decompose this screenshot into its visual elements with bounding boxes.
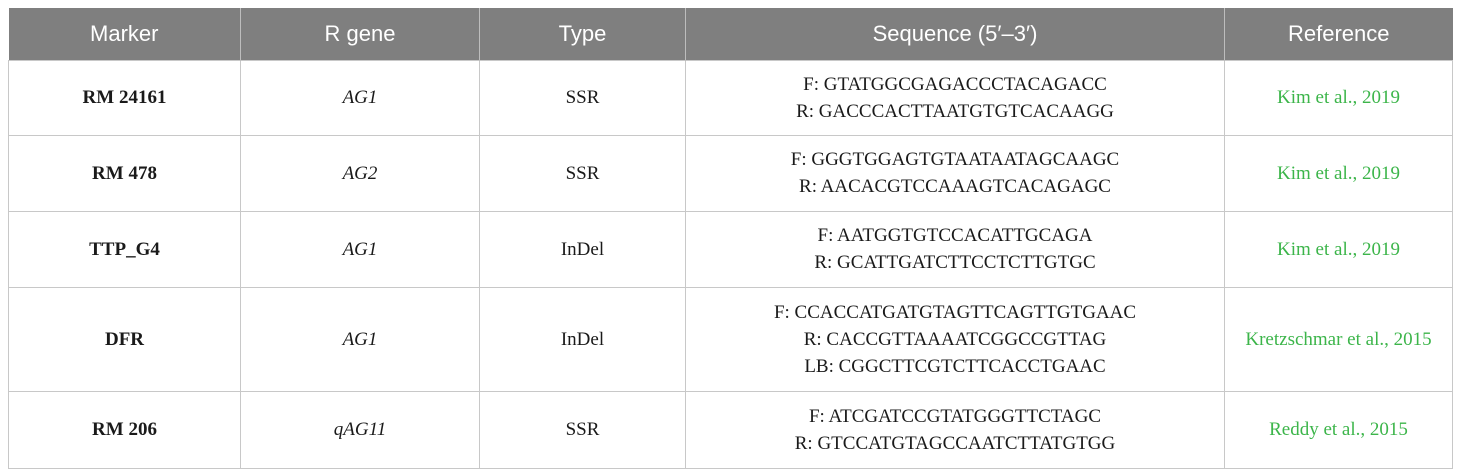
- sequence-reverse: R: GTCCATGTAGCCAATCTTATGTGG: [794, 432, 1116, 454]
- marker-table: Marker R gene Type Sequence (5′–3′) Refe…: [8, 8, 1453, 469]
- table-row: TTP_G4 AG1 InDel F: AATGGTGTCCACATTGCAGA…: [8, 210, 1453, 288]
- sequence-left-border: LB: CGGCTTCGTCTTCACCTGAAC: [804, 355, 1106, 377]
- sequence-forward: F: GGGTGGAGTGTAATAATAGCAAGC: [790, 149, 1120, 170]
- sequence-reverse: R: GCATTGATCTTCCTCTTGTGC: [814, 252, 1096, 273]
- column-header-sequence: Sequence (5′–3′): [685, 8, 1225, 60]
- r-gene-cell: AG2: [240, 134, 480, 212]
- table-row: RM 478 AG2 SSR F: GGGTGGAGTGTAATAATAGCAA…: [8, 134, 1453, 212]
- marker-table-container: Marker R gene Type Sequence (5′–3′) Refe…: [8, 8, 1453, 469]
- sequence-forward: F: ATCGATCCGTATGGGTTCTAGC: [808, 405, 1101, 427]
- reference-link[interactable]: Kim et al., 2019: [1224, 134, 1453, 212]
- sequence-reverse: R: AACACGTCCAAAGTCACAGAGC: [799, 176, 1111, 197]
- sequence-reverse: R: GACCCACTTAATGTGTCACAAGG: [796, 100, 1114, 122]
- marker-cell: DFR: [8, 286, 241, 392]
- table-row: RM 24161 AG1 SSR F: GTATGGCGAGACCCTACAGA…: [8, 59, 1453, 136]
- type-cell: SSR: [479, 59, 686, 136]
- r-gene-cell: qAG11: [240, 390, 480, 469]
- reference-link[interactable]: Reddy et al., 2015: [1224, 390, 1453, 469]
- type-cell: InDel: [479, 286, 686, 392]
- sequence-forward: F: GTATGGCGAGACCCTACAGACC: [803, 73, 1107, 95]
- sequence-forward: F: CCACCATGATGTAGTTCAGTTGTGAAC: [773, 301, 1137, 323]
- sequence-cell: F: GGGTGGAGTGTAATAATAGCAAGC R: AACACGTCC…: [685, 134, 1225, 212]
- sequence-cell: F: AATGGTGTCCACATTGCAGA R: GCATTGATCTTCC…: [685, 210, 1225, 288]
- marker-cell: RM 24161: [8, 59, 241, 136]
- reference-link[interactable]: Kim et al., 2019: [1224, 210, 1453, 288]
- sequence-forward: F: AATGGTGTCCACATTGCAGA: [817, 225, 1093, 246]
- marker-cell: RM 206: [8, 390, 241, 469]
- r-gene-cell: AG1: [240, 210, 480, 288]
- type-cell: InDel: [479, 210, 686, 288]
- type-cell: SSR: [479, 390, 686, 469]
- type-cell: SSR: [479, 134, 686, 212]
- header-row: Marker R gene Type Sequence (5′–3′) Refe…: [8, 8, 1453, 60]
- r-gene-cell: AG1: [240, 286, 480, 392]
- sequence-cell: F: ATCGATCCGTATGGGTTCTAGC R: GTCCATGTAGC…: [685, 390, 1225, 469]
- column-header-r-gene: R gene: [240, 8, 480, 60]
- marker-cell: RM 478: [8, 134, 241, 212]
- column-header-type: Type: [479, 8, 686, 60]
- column-header-marker: Marker: [90, 20, 159, 46]
- table-header: Marker R gene Type Sequence (5′–3′) Refe…: [8, 8, 1453, 60]
- marker-cell: TTP_G4: [8, 210, 241, 288]
- reference-link[interactable]: Kim et al., 2019: [1224, 59, 1453, 136]
- table-row: DFR AG1 InDel F: CCACCATGATGTAGTTCAGTTGT…: [8, 286, 1453, 392]
- sequence-cell: F: CCACCATGATGTAGTTCAGTTGTGAAC R: CACCGT…: [685, 286, 1225, 392]
- table-row: RM 206 qAG11 SSR F: ATCGATCCGTATGGGTTCTA…: [8, 390, 1453, 469]
- reference-link[interactable]: Kretzschmar et al., 2015: [1224, 286, 1453, 392]
- r-gene-cell: AG1: [240, 59, 480, 136]
- column-header-reference: Reference: [1224, 8, 1453, 60]
- sequence-reverse: R: CACCGTTAAAATCGGCCGTTAG: [803, 328, 1107, 350]
- table-body: RM 24161 AG1 SSR F: GTATGGCGAGACCCTACAGA…: [8, 59, 1453, 469]
- sequence-cell: F: GTATGGCGAGACCCTACAGACC R: GACCCACTTAA…: [685, 59, 1225, 136]
